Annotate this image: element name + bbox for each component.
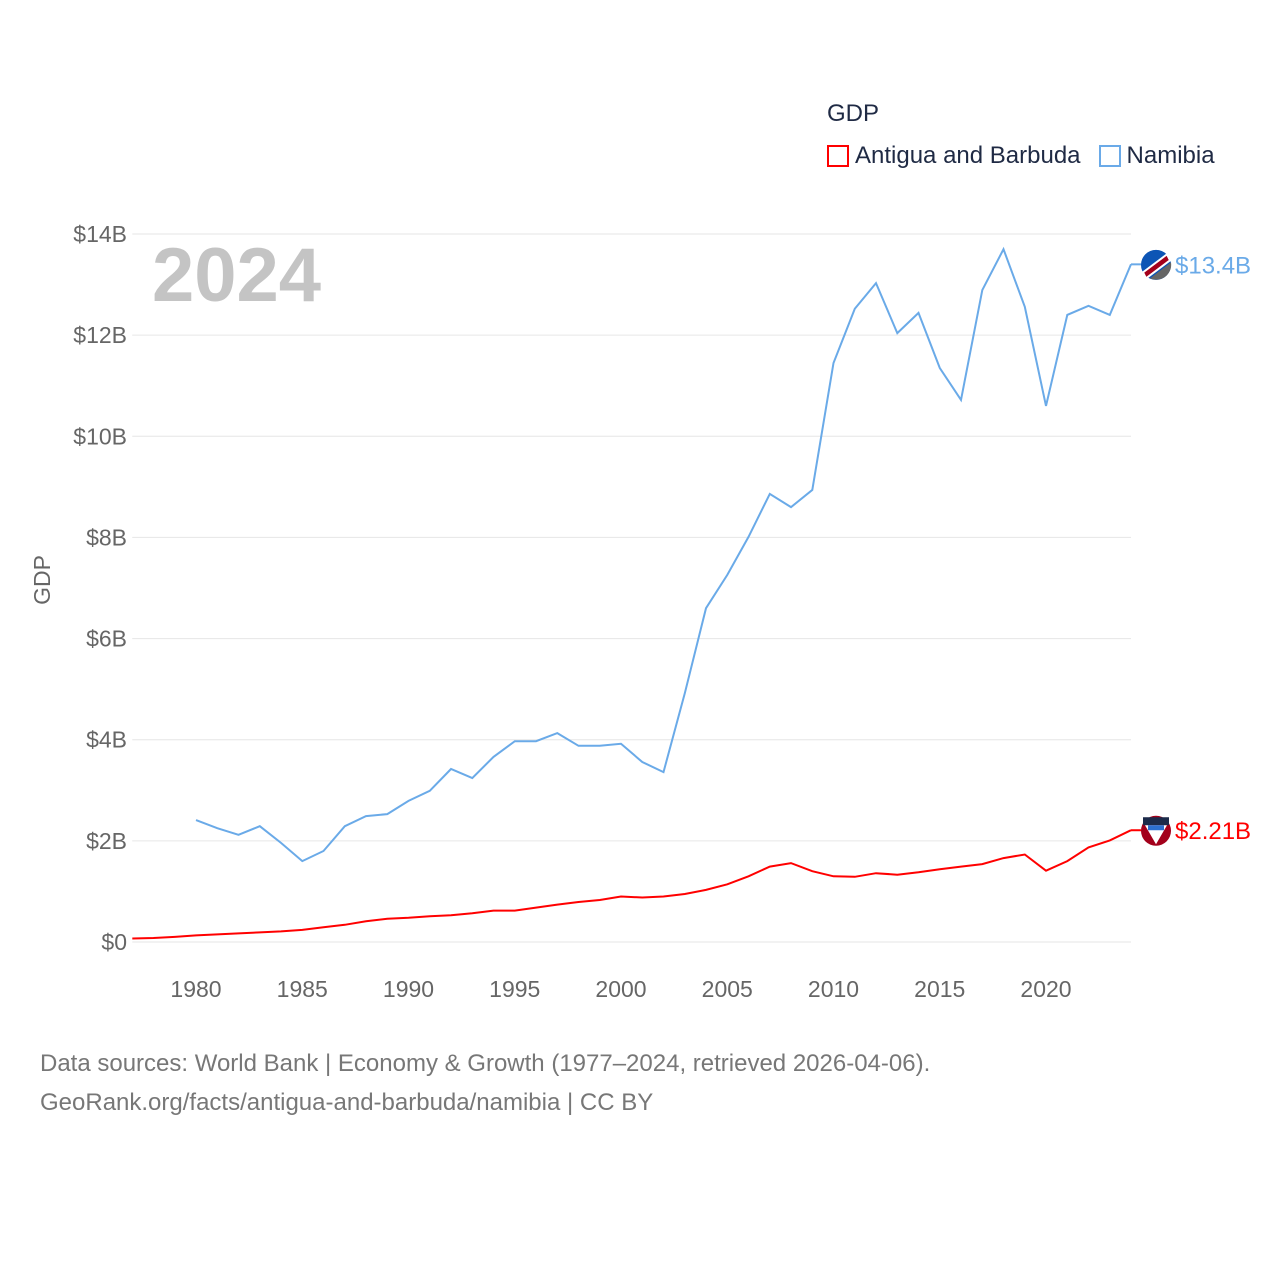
legend-item-antigua[interactable]: Antigua and Barbuda <box>827 142 1081 170</box>
y-tick-label: $14B <box>73 221 127 247</box>
y-tick-label: $8B <box>86 524 127 550</box>
series-line-namibia <box>195 246 1132 863</box>
x-tick-label: 1990 <box>383 976 434 1002</box>
x-tick-label: 1980 <box>170 976 221 1002</box>
y-tick-label: $2B <box>86 828 127 854</box>
x-tick-label: 2015 <box>914 976 965 1002</box>
flag-lower <box>1150 262 1172 280</box>
x-tick-label: 1995 <box>489 976 540 1002</box>
flag-stripe <box>1141 252 1172 280</box>
end-value-label: $13.4B <box>1175 252 1251 279</box>
end-value-label: $2.21B <box>1175 818 1251 845</box>
x-tick-label: 2000 <box>595 976 646 1002</box>
legend-swatch <box>827 145 849 167</box>
year-watermark: 2024 <box>152 233 321 318</box>
x-tick-label: 1985 <box>277 976 328 1002</box>
y-tick-label: $12B <box>73 322 127 348</box>
legend-item-namibia[interactable]: Namibia <box>1098 142 1215 170</box>
source-line: Data sources: World Bank | Economy & Gro… <box>40 1050 931 1077</box>
x-tick-label: 2020 <box>1020 976 1071 1002</box>
x-tick-label: 2010 <box>808 976 859 1002</box>
x-tick-label: 2005 <box>702 976 753 1002</box>
y-tick-label: $6B <box>86 626 127 652</box>
flag-band <box>1148 825 1164 831</box>
y-tick-label: $4B <box>86 727 127 753</box>
flag-icon <box>1141 249 1172 280</box>
legend-label: Namibia <box>1126 142 1215 169</box>
source-url[interactable]: GeoRank.org/facts/antigua-and-barbuda/na… <box>40 1089 654 1116</box>
y-tick-label: $10B <box>73 423 127 449</box>
y-tick-label: $0 <box>101 929 127 955</box>
legend-swatch <box>1098 145 1121 167</box>
legend-label: Antigua and Barbuda <box>855 142 1081 169</box>
legend-title: GDP <box>827 100 880 127</box>
y-axis-label: GDP <box>29 555 55 605</box>
source-note: Data sources: World Bank | Economy & Gro… <box>40 1044 930 1122</box>
series-line-antigua <box>132 829 1132 940</box>
flag-top <box>1143 817 1169 826</box>
legend: Antigua and Barbuda Namibia <box>827 142 1215 170</box>
flag-icon <box>1141 815 1171 846</box>
